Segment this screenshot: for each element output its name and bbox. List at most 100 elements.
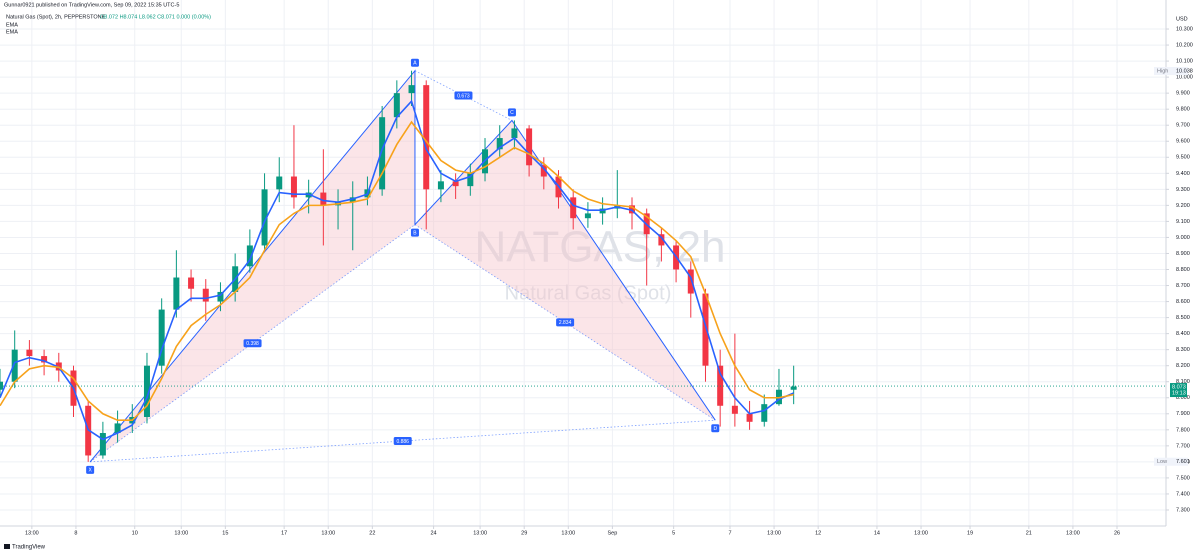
y-tick-label: 7.400: [1176, 491, 1190, 497]
candle-body: [173, 277, 180, 310]
pattern-point-label: A: [413, 61, 417, 67]
y-tick-label: 10.300: [1176, 26, 1193, 32]
y-tick-label: 7.800: [1176, 427, 1190, 433]
pattern-point-label: C: [510, 110, 514, 116]
ratio-box: [454, 91, 473, 100]
plot-area: [0, 70, 797, 462]
candle-body: [393, 93, 400, 118]
x-tick-label: 5: [672, 530, 675, 536]
y-tick-label: 9.300: [1176, 187, 1190, 193]
y-tick-label: 9.800: [1176, 107, 1190, 113]
x-tick-label: 13:00: [767, 530, 781, 536]
y-tick-label: 7.700: [1176, 443, 1190, 449]
ratio-line: [414, 70, 513, 121]
last-price-box: [1170, 383, 1187, 398]
y-tick-label: 9.600: [1176, 139, 1190, 145]
candle-body: [11, 349, 18, 382]
ratio-box: [393, 437, 412, 446]
extreme-value: 10.038: [1176, 68, 1193, 74]
x-tick-label: 8: [74, 530, 77, 536]
candle-body: [746, 413, 753, 422]
ratio-box: [556, 318, 575, 327]
legend-entry: EMA: [6, 29, 18, 35]
extreme-name: Low: [1157, 459, 1167, 465]
y-tick-label: 8.000: [1176, 395, 1190, 401]
y-tick-label: 9.900: [1176, 91, 1190, 97]
x-tick-label: 13:00: [1066, 530, 1080, 536]
pattern-point: [711, 424, 720, 433]
countdown-label: 19:13: [1172, 391, 1186, 397]
y-tick-label: 9.100: [1176, 219, 1190, 225]
candle-body: [379, 117, 386, 190]
y-tick-label: 8.100: [1176, 379, 1190, 385]
candle-body: [26, 349, 33, 357]
candle-body: [570, 197, 577, 219]
x-tick-label: 7: [728, 530, 731, 536]
candle-body: [158, 309, 165, 366]
candle-body: [276, 176, 283, 190]
candle-body: [261, 189, 268, 246]
chart-title: Natural Gas (Spot), 2h, PEPPERSTONE: [6, 14, 106, 20]
ema-line: [0, 99, 794, 441]
x-tick-label: 21: [1026, 530, 1032, 536]
y-tick-label: 8.600: [1176, 299, 1190, 305]
x-tick-label: 29: [521, 530, 527, 536]
pattern-point: [410, 228, 419, 237]
candle-body: [217, 291, 224, 302]
y-tick-label: 10.100: [1176, 59, 1193, 65]
currency: USD: [1176, 16, 1188, 22]
ratio-label: 0.886: [396, 439, 409, 445]
candle-body: [423, 85, 430, 190]
candle-body: [658, 234, 665, 246]
pattern-fill: [414, 120, 716, 421]
y-tick-label: 8.300: [1176, 347, 1190, 353]
ratio-label: 0.398: [246, 341, 259, 347]
candle-body: [452, 181, 459, 187]
candle-body: [41, 356, 48, 363]
y-tick-label: 9.400: [1176, 171, 1190, 177]
candle-body: [246, 245, 253, 267]
extreme-box: [1154, 67, 1188, 76]
x-tick-label: 17: [281, 530, 287, 536]
footer-logo: TradingView: [12, 545, 46, 551]
y-tick-label: 8.200: [1176, 363, 1190, 369]
ratio-line: [90, 419, 716, 463]
x-tick-label: 19: [967, 530, 973, 536]
y-tick-label: 9.700: [1176, 123, 1190, 129]
pattern-point-label: D: [713, 426, 717, 432]
candle-body: [687, 269, 694, 294]
y-tick-label: 8.700: [1176, 283, 1190, 289]
candle-body: [320, 192, 327, 206]
candle-body: [437, 181, 444, 190]
candle-body: [467, 173, 474, 187]
candle-body: [99, 433, 106, 456]
candle-body: [143, 365, 150, 417]
y-tick-label: 8.500: [1176, 315, 1190, 321]
y-tick-label: 9.500: [1176, 155, 1190, 161]
y-tick-label: 10.200: [1176, 43, 1193, 49]
x-tick-label: 24: [431, 530, 437, 536]
x-tick-label: 14: [874, 530, 880, 536]
ratio-label: 0.673: [457, 93, 470, 99]
candle-body: [540, 165, 547, 177]
attribution: Gunnar0921 published on TradingView.com,…: [4, 2, 179, 8]
y-tick-label: 10.000: [1176, 75, 1193, 81]
candle-body: [761, 404, 768, 422]
candle-body: [526, 128, 533, 166]
x-tick-label: 13:00: [25, 530, 39, 536]
watermark-subtitle: Natural Gas (Spot): [505, 282, 672, 304]
y-tick-label: 7.300: [1176, 507, 1190, 513]
extreme-name: High: [1157, 68, 1168, 74]
y-tick-label: 7.500: [1176, 475, 1190, 481]
pattern-point-label: B: [413, 230, 417, 236]
x-tick-label: 22: [369, 530, 375, 536]
candle-body: [202, 288, 209, 302]
candle-body: [790, 386, 797, 390]
x-tick-label: 13:00: [473, 530, 487, 536]
pattern-point: [507, 108, 516, 117]
watermark: NATGAS, 2h: [474, 223, 725, 272]
x-tick-label: 15: [222, 530, 228, 536]
x-tick-label: 13:00: [914, 530, 928, 536]
candle-body: [511, 128, 518, 139]
